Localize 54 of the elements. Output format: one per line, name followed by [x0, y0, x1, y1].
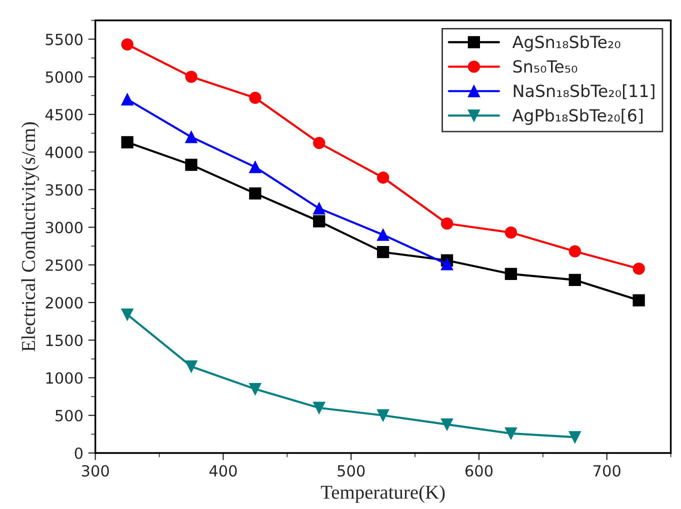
point	[249, 187, 262, 200]
legend-label: Sn₅₀Te₅₀	[513, 60, 578, 73]
point	[376, 172, 390, 184]
legend-label: AgPb₁₈SbTe₂₀[6]	[512, 108, 643, 125]
point	[121, 308, 134, 321]
y-tick-label: 1500	[46, 334, 83, 346]
x-tick-label: 500	[338, 465, 365, 477]
point	[632, 294, 645, 306]
x-tick-label: 600	[465, 465, 493, 477]
point	[568, 274, 581, 286]
point	[249, 161, 262, 174]
legend-label: AgSn₁₈SbTe₂₀	[512, 35, 620, 52]
y-tick-label: 500	[56, 410, 83, 422]
point	[185, 130, 198, 144]
y-tick-label: 1000	[46, 372, 83, 384]
point	[504, 226, 518, 239]
x-tick-label: 300	[82, 465, 109, 477]
y-tick-label: 4000	[45, 146, 83, 158]
point	[440, 217, 454, 230]
y-tick-label: 2000	[46, 296, 83, 309]
point	[185, 70, 198, 83]
y-axis-title: Electrical Conductivity(s/cm)	[21, 122, 40, 352]
y-tick-label: 5500	[46, 34, 83, 46]
point	[121, 136, 134, 148]
y-tick-label: 3500	[46, 184, 83, 196]
point	[568, 245, 581, 258]
y-tick-label: 5000	[46, 71, 83, 83]
point	[376, 228, 390, 241]
point	[313, 402, 326, 414]
point	[440, 418, 454, 430]
x-tick-label: 400	[209, 465, 237, 477]
point	[568, 431, 581, 444]
y-tick-label: 4500	[45, 108, 83, 120]
y-tick-label: 3000	[46, 222, 83, 234]
legend-label: NaSn₁₈SbTe₂₀[11]	[514, 84, 654, 100]
point	[249, 92, 262, 104]
point	[504, 268, 518, 280]
point	[185, 158, 198, 171]
point	[440, 258, 454, 270]
point	[504, 427, 518, 440]
point	[121, 93, 134, 106]
point	[313, 202, 326, 215]
point	[185, 360, 198, 373]
y-tick-label: 0	[74, 447, 83, 460]
point	[121, 38, 134, 51]
point	[632, 262, 645, 275]
y-tick-label: 2500	[46, 259, 83, 271]
point	[376, 246, 390, 258]
point	[376, 409, 390, 422]
point	[313, 215, 326, 228]
point	[249, 382, 262, 396]
x-tick-label: 700	[594, 465, 620, 477]
point	[313, 136, 326, 150]
x-axis-title: Temperature(K)	[320, 485, 445, 503]
